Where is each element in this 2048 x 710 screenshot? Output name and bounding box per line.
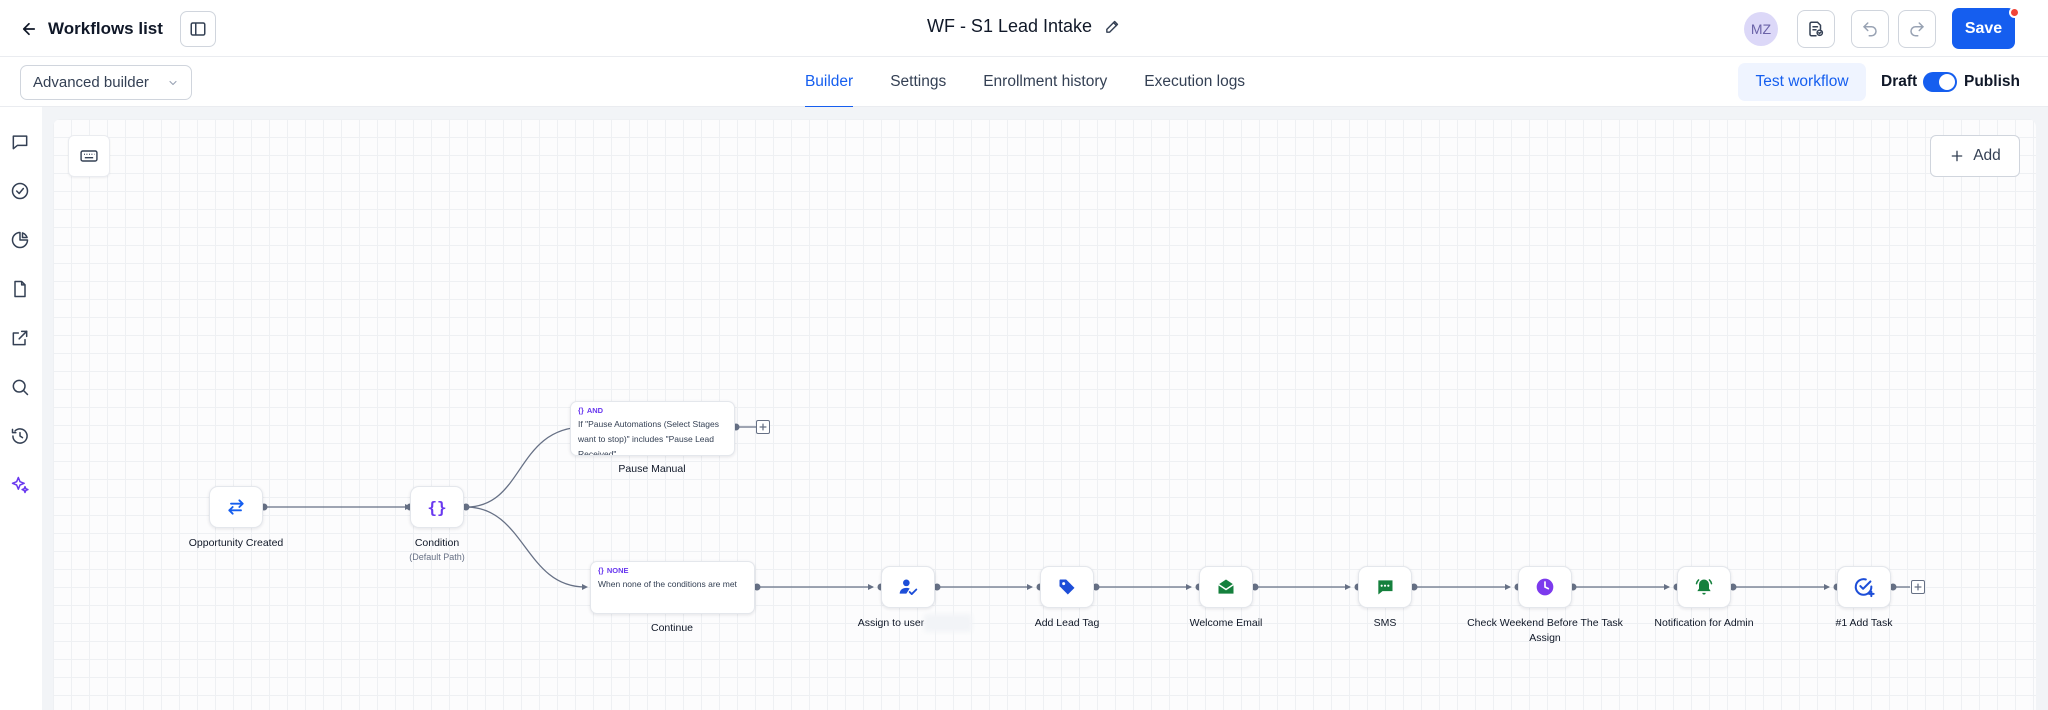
external-link-icon[interactable] (9, 327, 31, 349)
keyboard-icon (80, 150, 98, 162)
branch-none-tag: NONE (606, 566, 629, 575)
user-avatar[interactable]: MZ (1744, 12, 1778, 46)
workflow-canvas[interactable] (53, 119, 2036, 710)
notes-button[interactable] (1797, 10, 1835, 48)
draft-label: Draft (1881, 73, 1918, 90)
canvas-area (42, 107, 2048, 710)
back-link-label: Workflows list (48, 19, 163, 38)
condition-node[interactable]: {} (410, 486, 464, 528)
action-node-welcome-email[interactable] (1199, 566, 1253, 608)
workflow-title-group: WF - S1 Lead Intake (927, 16, 1121, 37)
action-label-add-tag: Add Lead Tag (1034, 617, 1100, 629)
workflow-title[interactable]: WF - S1 Lead Intake (926, 16, 1093, 36)
branch-and-card[interactable]: {} AND If "Pause Automations (Select Stag… (570, 401, 735, 456)
branch-and-label: Pause Manual (618, 463, 686, 475)
tab-enrollment-history[interactable]: Enrollment history (983, 73, 1108, 90)
workflow-tabs: Builder Settings Enrollment history Exec… (804, 57, 1246, 108)
publish-label: Publish (1964, 73, 2020, 90)
action-label-assign-user: Assign to user (857, 617, 925, 629)
add-button-label: Add (1973, 147, 2001, 164)
add-action-button[interactable]: Add (1930, 135, 2020, 177)
file-icon[interactable] (9, 278, 31, 300)
tab-builder[interactable]: Builder (804, 57, 854, 108)
branch-and-text: If "Pause Automations (Select Stages wan… (578, 419, 719, 456)
unsaved-indicator-dot (2009, 7, 2020, 18)
trigger-node[interactable] (209, 486, 263, 528)
document-check-icon (1809, 21, 1824, 37)
builder-mode-value: Advanced builder (33, 74, 149, 91)
action-label-check-weekend: Check Weekend Before The Task Assign (1467, 617, 1623, 644)
action-label-welcome-email: Welcome Email (1189, 617, 1263, 629)
action-node-assign-user[interactable] (881, 566, 935, 608)
add-step-end-button[interactable] (1911, 580, 1925, 594)
check-circle-icon[interactable] (9, 180, 31, 202)
ai-sparkle-icon[interactable] (9, 474, 31, 496)
back-to-workflows-link[interactable]: Workflows list (20, 14, 163, 44)
branch-none-label: Continue (650, 622, 694, 634)
action-node-check-weekend[interactable] (1518, 566, 1572, 608)
action-label-notification-admin: Notification for Admin (1654, 617, 1754, 629)
sidebar-toggle-button[interactable] (180, 11, 216, 47)
toggle-knob (1939, 74, 1955, 90)
undo-button[interactable] (1851, 10, 1889, 48)
arrow-left-icon (22, 22, 36, 36)
redo-icon (1910, 22, 1924, 37)
action-label-add-task: #1 Add Task (1835, 617, 1893, 629)
curly-braces-icon: {} (578, 406, 584, 415)
add-step-button[interactable] (756, 420, 770, 434)
tab-settings[interactable]: Settings (890, 73, 947, 90)
email-icon (1218, 579, 1234, 594)
assign-user-icon (899, 579, 918, 595)
search-icon[interactable] (9, 376, 31, 398)
trigger-node-label: Opportunity Created (188, 537, 284, 549)
save-button[interactable]: Save (1952, 8, 2015, 49)
comments-icon[interactable] (9, 131, 31, 153)
action-node-notification-admin[interactable] (1677, 566, 1731, 608)
clock-icon (1536, 578, 1554, 596)
task-check-icon (1854, 578, 1875, 598)
left-tool-rail (0, 107, 42, 710)
chevron-down-icon (169, 80, 177, 86)
branch-none-card[interactable]: {} NONE When none of the conditions are m… (590, 561, 755, 614)
plus-icon (759, 423, 767, 431)
curly-braces-icon: {} (598, 566, 604, 575)
test-workflow-button[interactable]: Test workflow (1738, 63, 1866, 101)
action-label-sms: SMS (1373, 617, 1397, 629)
redacted-user-name (924, 614, 972, 632)
branch-and-tag: AND (586, 406, 604, 415)
branch-none-text: When none of the conditions are met (598, 579, 737, 589)
builder-mode-select[interactable]: Advanced builder (20, 65, 192, 100)
plus-icon (1951, 150, 1963, 162)
curly-braces-icon: {} (427, 497, 447, 517)
workflow-subbar: Advanced builder Builder Settings Enroll… (0, 57, 2048, 108)
history-icon[interactable] (9, 425, 31, 447)
publish-toggle[interactable] (1923, 72, 1957, 92)
pencil-edit-icon[interactable] (1104, 18, 1121, 35)
keyboard-shortcuts-button[interactable] (68, 135, 110, 177)
condition-node-sublabel: (Default Path) (409, 552, 465, 562)
pie-chart-icon[interactable] (9, 229, 31, 251)
tag-icon (1059, 579, 1075, 595)
top-bar: Workflows list WF - S1 Lead Intake MZ Sa… (0, 0, 2048, 57)
sidebar-panel-icon (190, 22, 206, 36)
action-node-sms[interactable] (1358, 566, 1412, 608)
tab-execution-logs[interactable]: Execution logs (1144, 73, 1246, 90)
redo-button[interactable] (1898, 10, 1936, 48)
plus-icon (1914, 583, 1922, 591)
action-node-add-tag[interactable] (1040, 566, 1094, 608)
sms-icon (1377, 580, 1393, 595)
action-node-add-task[interactable] (1837, 566, 1891, 608)
undo-icon (1863, 22, 1877, 37)
swap-arrows-icon (228, 499, 244, 515)
bell-icon (1695, 579, 1713, 595)
condition-node-label: Condition (414, 537, 460, 549)
